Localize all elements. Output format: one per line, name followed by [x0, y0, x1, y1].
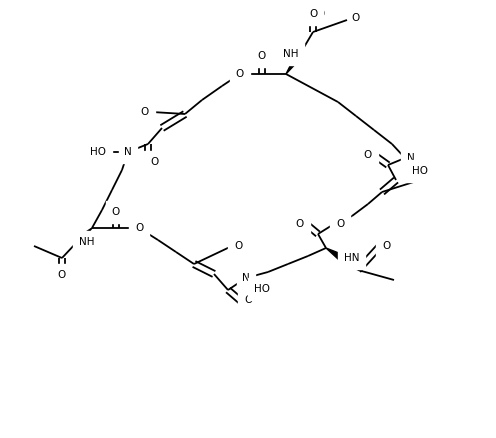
- Text: O: O: [150, 157, 158, 167]
- Text: O: O: [382, 241, 390, 251]
- Text: NH: NH: [283, 49, 298, 59]
- Text: O: O: [364, 150, 372, 160]
- Text: N: N: [407, 153, 415, 163]
- Polygon shape: [326, 248, 344, 261]
- Text: HO: HO: [254, 284, 270, 294]
- Text: HN: HN: [344, 253, 360, 263]
- Text: N: N: [124, 147, 132, 157]
- Text: O: O: [244, 295, 252, 305]
- Text: O: O: [309, 9, 317, 19]
- Text: O: O: [258, 51, 266, 61]
- Text: O: O: [336, 219, 344, 229]
- Text: O: O: [58, 270, 66, 280]
- Text: HO: HO: [90, 147, 106, 157]
- Text: O: O: [309, 8, 317, 18]
- Text: O: O: [135, 223, 143, 233]
- Polygon shape: [286, 52, 303, 74]
- Text: O: O: [141, 107, 149, 117]
- Text: NH: NH: [79, 237, 95, 247]
- Text: O: O: [316, 9, 324, 19]
- Text: N: N: [242, 273, 250, 283]
- Text: O: O: [351, 13, 359, 23]
- Polygon shape: [74, 228, 92, 244]
- Text: O: O: [112, 207, 120, 217]
- Text: O: O: [296, 219, 304, 229]
- Text: HO: HO: [412, 166, 428, 176]
- Text: O: O: [234, 241, 242, 251]
- Text: O: O: [236, 69, 244, 79]
